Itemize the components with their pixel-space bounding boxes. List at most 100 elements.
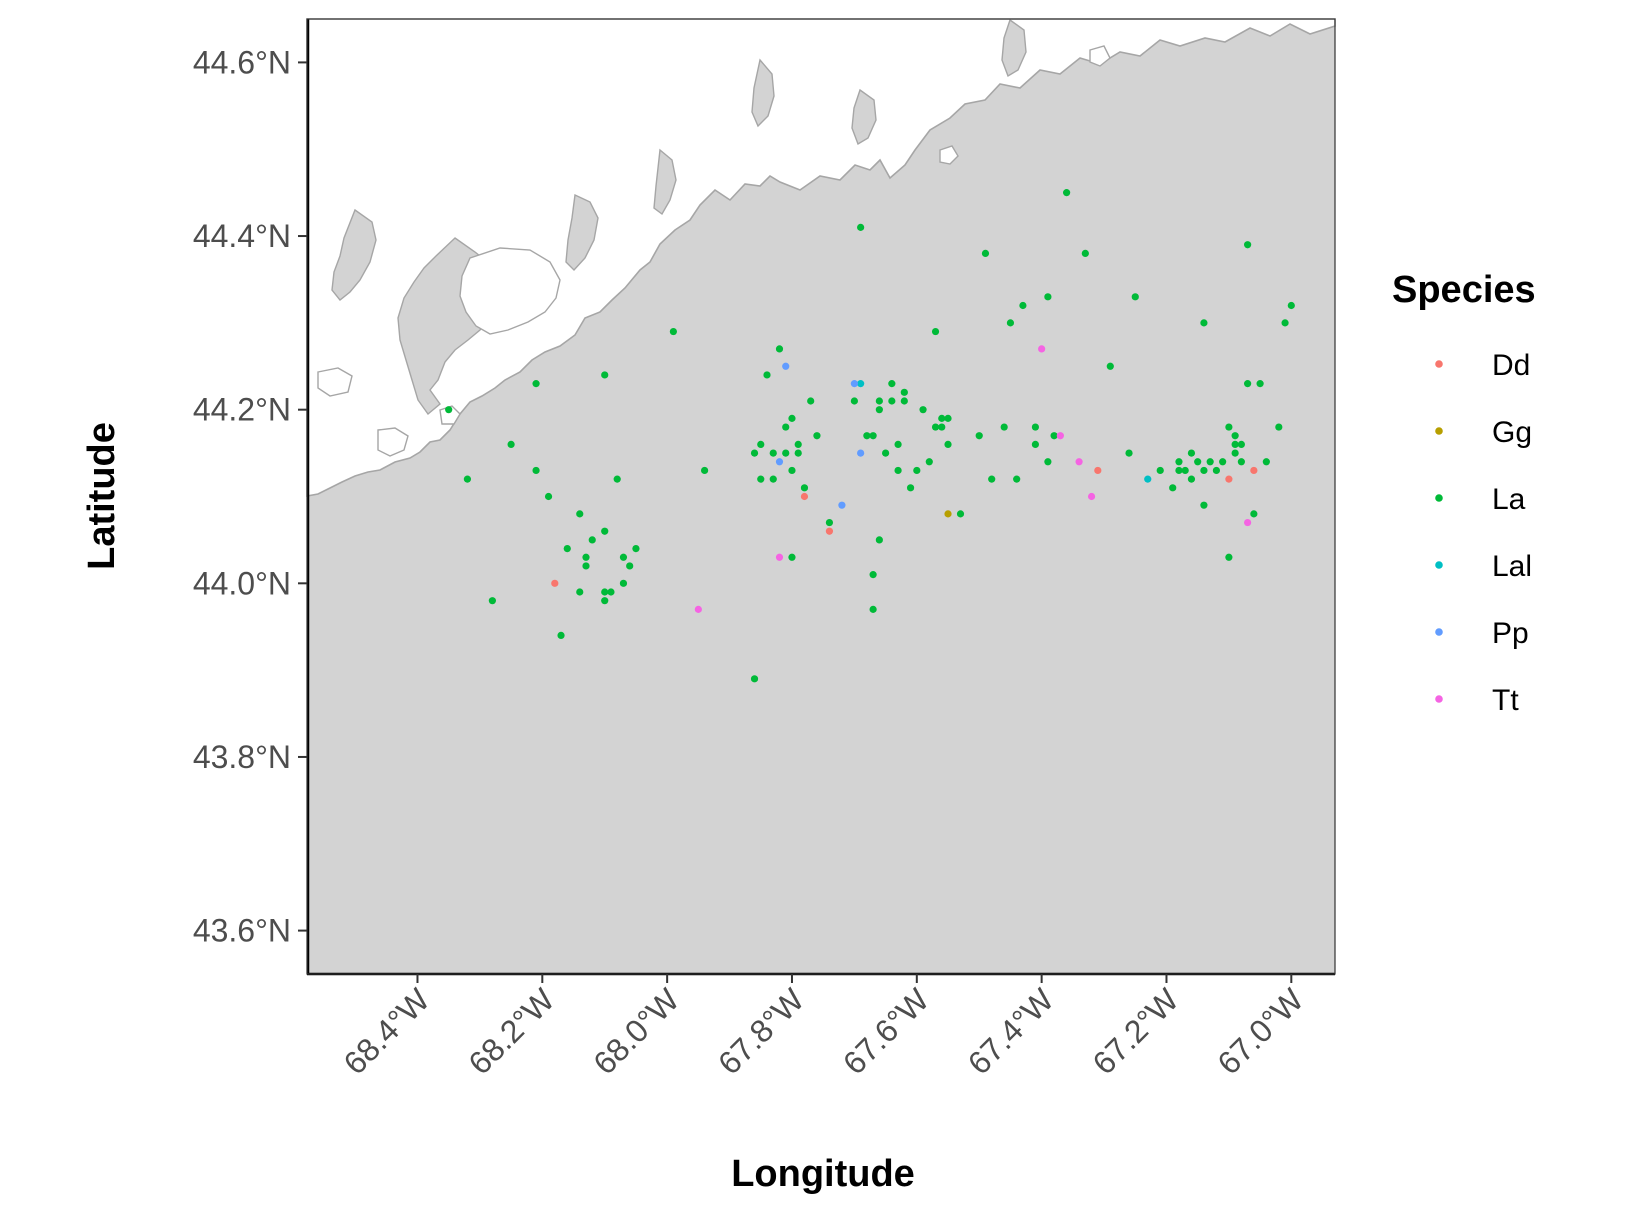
point-dd (825, 527, 834, 535)
point-tt (694, 605, 702, 613)
point-gg (944, 510, 952, 518)
x-tick-label: 67.8°W (711, 981, 811, 1081)
legend-key-la (1435, 494, 1443, 502)
point-la (888, 397, 896, 405)
point-la (782, 449, 790, 457)
point-la (763, 371, 771, 379)
point-la (1187, 449, 1196, 457)
point-la (563, 544, 571, 553)
point-la (869, 432, 877, 440)
point-la (1244, 380, 1252, 388)
x-ticks: 68.4°W 68.2°W 68.0°W 67.8°W 67.6°W 67.4°W 67.2… (337, 974, 1311, 1081)
point-la (619, 579, 628, 587)
point-pp (857, 449, 865, 457)
point-dd (1225, 475, 1233, 483)
point-la (1250, 510, 1258, 518)
point-la (944, 414, 952, 422)
point-la (863, 432, 871, 440)
point-la (906, 484, 915, 492)
point-pp (775, 458, 784, 466)
point-la (788, 414, 796, 422)
y-ticks: 43.6°N 43.8°N 44.0°N 44.2°N 44.4°N 44.6°N (193, 44, 307, 949)
point-la (445, 406, 453, 414)
panel-border (306, 18, 1336, 975)
point-la (1063, 189, 1071, 197)
y-tick-label: 44.4°N (193, 218, 291, 254)
point-la (869, 605, 877, 613)
point-dd (800, 492, 809, 501)
point-la (750, 449, 759, 457)
y-tick-label: 44.0°N (193, 565, 291, 601)
point-la (1187, 475, 1196, 483)
point-la (800, 484, 809, 492)
point-la (1225, 423, 1233, 431)
point-la (788, 553, 796, 561)
points-layer (445, 189, 1295, 683)
x-tick-label: 68.2°W (461, 981, 561, 1081)
point-tt (1075, 458, 1083, 466)
point-la (463, 475, 472, 483)
point-la (582, 553, 590, 561)
y-axis-title: Latitude (81, 422, 123, 570)
point-la (857, 223, 865, 231)
point-la (507, 440, 515, 449)
point-la (1231, 449, 1239, 457)
legend-label-gg: Gg (1492, 416, 1532, 449)
point-la (582, 562, 590, 570)
point-la (975, 432, 983, 440)
point-la (757, 440, 765, 449)
point-la (1281, 319, 1289, 327)
point-la (894, 466, 902, 475)
point-la (925, 458, 933, 466)
y-tick-label: 43.6°N (193, 913, 291, 949)
point-pp (850, 380, 858, 388)
point-pp (838, 501, 846, 509)
point-la (775, 345, 784, 353)
point-dd (551, 579, 559, 587)
point-la (1219, 458, 1227, 466)
point-la (782, 423, 790, 431)
point-la (576, 588, 584, 596)
x-tick-label: 67.2°W (1086, 981, 1186, 1081)
point-la (601, 588, 609, 596)
x-tick-label: 67.0°W (1210, 981, 1310, 1081)
point-la (619, 553, 628, 561)
point-la (626, 562, 634, 570)
point-la (769, 449, 777, 457)
point-la (1169, 484, 1177, 492)
point-la (669, 327, 677, 336)
point-la (988, 475, 996, 483)
point-la (601, 597, 609, 605)
point-la (869, 571, 877, 579)
point-la (750, 675, 759, 683)
point-la (1019, 301, 1027, 310)
point-la (1287, 301, 1295, 310)
point-la (1200, 466, 1208, 475)
point-la (1044, 458, 1052, 466)
point-la (813, 432, 821, 440)
point-la (588, 536, 596, 544)
point-la (607, 588, 615, 596)
point-la (1131, 293, 1139, 301)
point-la (1000, 423, 1008, 431)
point-la (931, 327, 940, 336)
legend-label-la: La (1492, 483, 1526, 516)
point-la (919, 406, 927, 414)
point-la (1225, 553, 1233, 561)
point-la (888, 380, 896, 388)
point-la (601, 527, 609, 535)
point-la (700, 466, 709, 475)
point-la (576, 510, 584, 518)
legend-label-lal: Lal (1492, 550, 1532, 583)
point-la (601, 371, 609, 379)
legend-entries: Dd Gg La Lal Pp Tt (1435, 349, 1532, 717)
point-la (894, 440, 902, 449)
point-la (488, 597, 496, 605)
point-la (1125, 449, 1133, 457)
y-tick-label: 44.6°N (193, 44, 291, 80)
point-la (1200, 501, 1208, 509)
y-tick-label: 43.8°N (193, 739, 291, 775)
point-la (825, 518, 834, 527)
point-la (1106, 362, 1114, 370)
point-dd (1094, 466, 1102, 475)
